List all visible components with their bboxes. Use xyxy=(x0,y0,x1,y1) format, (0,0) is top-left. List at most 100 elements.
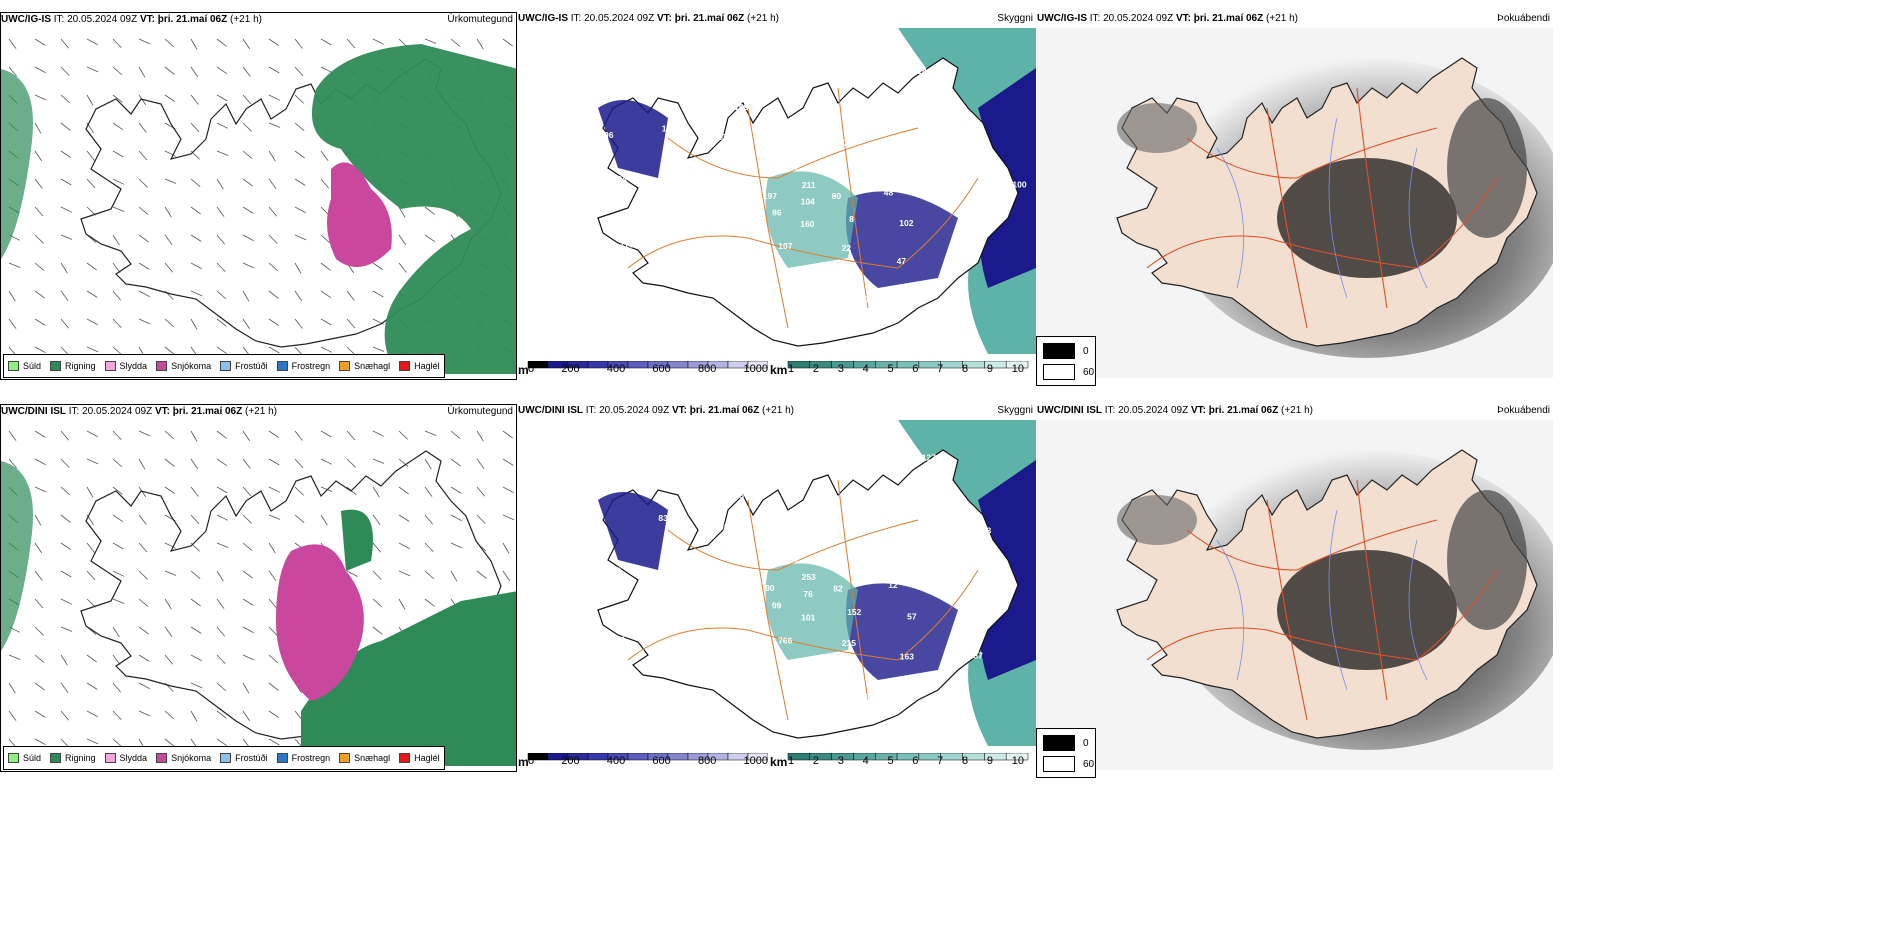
visibility-label: 90 xyxy=(765,583,775,593)
precip-panel-row2: UWC/DINI ISL IT: 20.05.2024 09Z VT: þri.… xyxy=(0,404,517,772)
legend-swatch xyxy=(276,361,288,371)
vt-value: þri. 21.maí 06Z xyxy=(1208,405,1279,416)
visibility-label: 94 xyxy=(864,295,874,305)
legend-label: Slydda xyxy=(119,361,148,371)
visibility-label: 38 xyxy=(803,325,813,335)
cloud-base-unit: m xyxy=(518,363,529,377)
cloud-base-colorbar: m 0 200 400 600 800 1000 xyxy=(518,356,769,380)
legend-item-1: Rigning xyxy=(50,361,96,371)
visibility-colorbar: km 1 2 3 4 5 6 7 8 9 10 xyxy=(770,748,1036,772)
visibility-label: 63 xyxy=(855,102,865,112)
model-name: UWC/IG-IS xyxy=(518,13,568,24)
panel-title: Úrkomutegund xyxy=(447,14,513,25)
visibility-label: 109 xyxy=(734,102,748,112)
tick-label: 600 xyxy=(652,363,671,375)
visibility-label: 55 xyxy=(748,176,758,186)
legend-label: Haglél xyxy=(414,361,440,371)
tick-label: 9 xyxy=(986,755,993,767)
it-value: 20.05.2024 09Z xyxy=(67,14,138,25)
visibility-label: 46 xyxy=(969,600,979,610)
fog-legend: 0 60 xyxy=(1036,336,1096,386)
visibility-label: 137 xyxy=(717,132,731,142)
fog-low-label: 0 xyxy=(1083,345,1089,357)
visibility-label: 343 xyxy=(692,614,706,624)
visibility-label: 93 xyxy=(817,166,827,176)
model-name: UWC/DINI ISL xyxy=(1,406,66,417)
visibility-label: 45 xyxy=(735,491,745,501)
legend-swatch xyxy=(8,361,19,371)
tick-label: 0 xyxy=(528,755,535,767)
legend-label: Snjókoma xyxy=(171,361,212,371)
it-value: 20.05.2024 09Z xyxy=(82,406,153,417)
fog-legend-high: 60 xyxy=(1043,756,1094,772)
precip-legend: Súld Rigning Slydda Snjókoma Frostúði Frostre… xyxy=(3,354,445,378)
fog-high-label: 60 xyxy=(1083,758,1095,770)
legend-label: Rigning xyxy=(65,361,96,371)
tick-label: 1 xyxy=(788,363,795,375)
visibility-label: 62 xyxy=(779,77,789,87)
visibility-label: 211 xyxy=(806,145,820,155)
fog-high-swatch xyxy=(1043,364,1075,380)
tick-label: 400 xyxy=(606,755,626,767)
legend-label: Slydda xyxy=(119,753,148,763)
tick-label: 2 xyxy=(812,363,819,375)
legend-item-6: Snæhagl xyxy=(339,753,390,763)
vt-value: þri. 21.maí 06Z xyxy=(1193,13,1264,24)
visibility-label: 87 xyxy=(683,84,693,94)
visibility-label: 160 xyxy=(800,219,814,229)
visibility-label: 87 xyxy=(593,520,603,530)
visibility-ticks: 1 2 3 4 5 6 7 8 9 10 xyxy=(788,755,1024,767)
it-label: IT: xyxy=(570,13,582,24)
legend-label: Frostregn xyxy=(291,361,331,371)
legend-swatch xyxy=(50,753,62,763)
visibility-label: 101 xyxy=(783,553,797,563)
panel-header: UWC/IG-IS IT: 20.05.2024 09Z VT: þri. 21… xyxy=(518,12,1036,26)
fog-map xyxy=(1037,28,1553,378)
visibility-label: 127 xyxy=(922,453,936,463)
tick-label: 5 xyxy=(887,755,894,767)
visibility-label: 38 xyxy=(972,136,982,146)
visibility-label: 53 xyxy=(982,526,992,536)
vt-label: VT: xyxy=(671,405,687,416)
visibility-panel-row2: UWC/DINI ISL IT: 20.05.2024 09Z VT: þri.… xyxy=(518,404,1036,772)
visibility-label: 12 xyxy=(888,580,898,590)
visibility-label: 82 xyxy=(833,584,843,594)
visibility-label: 77 xyxy=(962,255,972,265)
vt-label: VT: xyxy=(656,13,672,24)
legend-swatch xyxy=(276,753,288,763)
visibility-label: 47 xyxy=(897,256,907,266)
legend-item-3: Snjókoma xyxy=(156,361,211,371)
visibility-label: 100 xyxy=(1012,180,1026,190)
visibility-label: 97 xyxy=(677,652,687,662)
tick-label: 7 xyxy=(937,363,944,375)
legend-item-5: Frostregn xyxy=(276,753,330,763)
visibility-label: 126 xyxy=(803,499,817,509)
visibility-label: 766 xyxy=(778,636,792,646)
panel-title: Þokuábendi xyxy=(1497,405,1550,416)
visibility-label: 105 xyxy=(810,272,824,282)
tick-label: 200 xyxy=(561,363,580,375)
visibility-label: 198 xyxy=(846,528,860,538)
panel-title: Þokuábendi xyxy=(1497,13,1550,24)
lead-time: (+21 h) xyxy=(1281,405,1313,416)
visibility-label: 65 xyxy=(855,561,865,571)
visibility-label: 131 xyxy=(802,725,816,735)
visibility-label: 103 xyxy=(802,110,816,120)
fog-legend: 0 60 xyxy=(1036,728,1096,778)
visibility-label: 129 xyxy=(776,464,790,474)
visibility-label: 64 xyxy=(813,668,823,678)
legend-item-1: Rigning xyxy=(50,753,96,763)
vt-value: þri. 21.maí 06Z xyxy=(157,14,228,25)
model-name: UWC/DINI ISL xyxy=(1037,405,1102,416)
vt-value: þri. 21.maí 06Z xyxy=(172,406,243,417)
vt-label: VT: xyxy=(1190,405,1206,416)
legend-swatch xyxy=(8,753,19,763)
visibility-label: 52 xyxy=(759,292,769,302)
fog-high-label: 60 xyxy=(1083,366,1095,378)
fog-low-label: 0 xyxy=(1083,737,1089,749)
it-value: 20.05.2024 09Z xyxy=(1118,405,1189,416)
fog-high-swatch xyxy=(1043,756,1075,772)
vt-label: VT: xyxy=(154,406,170,417)
model-name: UWC/IG-IS xyxy=(1037,13,1087,24)
visibility-label: 253 xyxy=(802,572,816,582)
